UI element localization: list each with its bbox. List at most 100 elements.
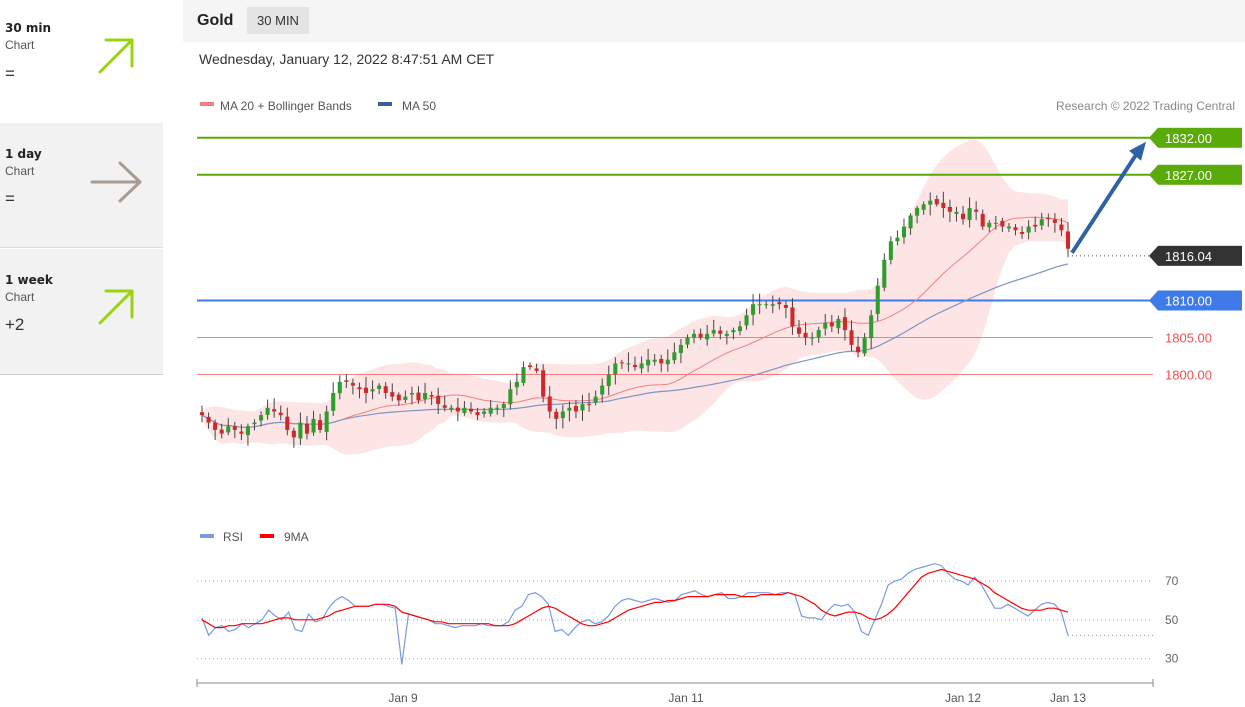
candle: [764, 301, 769, 309]
candle: [337, 375, 342, 400]
x-tick-label: Jan 11: [668, 691, 703, 705]
candle: [508, 380, 513, 410]
candle: [547, 386, 552, 419]
candle: [1065, 222, 1071, 258]
candle: [626, 352, 631, 372]
candle: [298, 412, 303, 445]
candle: [219, 423, 224, 439]
ma9-legend-swatch: [260, 534, 274, 538]
ma50-legend-swatch: [378, 102, 392, 106]
candle: [324, 405, 329, 441]
candle: [731, 327, 736, 340]
timeframe-card-1day[interactable]: 1 day Chart =: [0, 123, 163, 248]
candle: [974, 201, 979, 221]
candle: [882, 253, 887, 292]
timeframe-title: 1 week: [5, 273, 53, 287]
current-price-label: 1816.04: [1165, 249, 1212, 264]
level-label-pointer: [1149, 290, 1158, 311]
arrow-up-right-icon: [98, 38, 134, 74]
candle: [1039, 212, 1044, 230]
candle: [921, 201, 926, 215]
candle: [344, 374, 349, 388]
candle: [724, 330, 729, 345]
candle: [580, 394, 585, 421]
candle: [632, 356, 638, 371]
candle: [1033, 216, 1038, 232]
level-label-pointer: [1149, 164, 1158, 185]
candle: [252, 419, 257, 431]
timeframe-score: =: [5, 64, 15, 83]
candle: [659, 354, 664, 373]
candle: [482, 408, 487, 418]
candle: [291, 427, 296, 448]
candle: [1020, 226, 1025, 239]
candle: [665, 349, 670, 372]
timeframe-subtitle: Chart: [5, 38, 35, 52]
ma50-legend-label: MA 50: [402, 99, 436, 113]
candle: [692, 329, 697, 344]
candle: [915, 205, 920, 224]
candle: [541, 364, 546, 403]
candle: [790, 298, 795, 335]
candle: [396, 392, 401, 406]
arrow-right-icon: [90, 161, 142, 203]
rsi-tick-label: 50: [1165, 613, 1179, 627]
candle: [350, 378, 355, 395]
candle: [1006, 223, 1011, 232]
candle: [239, 424, 244, 441]
level-label: 1827.00: [1165, 168, 1212, 183]
candle: [265, 399, 270, 420]
candle: [363, 376, 369, 404]
candle: [849, 320, 854, 352]
timeframe-card-30min[interactable]: 30 min Chart =: [0, 0, 163, 123]
level-label-bg: [1158, 290, 1242, 311]
candle: [672, 342, 677, 364]
candle: [960, 205, 966, 225]
bollinger-band-area: [202, 139, 1068, 455]
rsi-tick-label: 70: [1165, 574, 1179, 588]
candle: [331, 382, 336, 416]
candle: [1026, 220, 1031, 240]
candle: [383, 382, 388, 399]
candle: [554, 408, 559, 430]
candle: [718, 326, 723, 340]
candle: [429, 391, 434, 406]
candle: [862, 333, 867, 357]
candle: [869, 310, 874, 350]
candle: [777, 297, 782, 310]
timeframe-card-1week[interactable]: 1 week Chart +2: [0, 249, 163, 375]
candle: [304, 416, 310, 440]
current-price-pointer: [1149, 245, 1158, 266]
candle: [501, 401, 506, 418]
projection-arrow: [1070, 150, 1140, 254]
candle: [1000, 217, 1005, 232]
period-badge[interactable]: 30 MIN: [247, 7, 309, 34]
candle: [751, 294, 756, 326]
candle: [757, 293, 762, 315]
level-label-pointer: [1149, 127, 1158, 148]
price-chart[interactable]: MA 20 + Bollinger Bands MA 50 Research ©…: [183, 0, 1245, 707]
candle: [770, 295, 775, 314]
chart-panel: Gold 30 MIN Wednesday, January 12, 2022 …: [183, 0, 1245, 707]
level-label: 1810.00: [1165, 294, 1212, 309]
candle: [318, 413, 323, 433]
arrow-up-right-icon: [98, 289, 134, 325]
candle: [423, 382, 428, 404]
x-tick-label: Jan 13: [1050, 691, 1086, 705]
candle: [1052, 213, 1057, 233]
timeframe-score: =: [5, 189, 15, 208]
candle: [1046, 213, 1051, 227]
rsi-tick-label: 30: [1165, 652, 1179, 666]
candle: [856, 336, 861, 358]
candle: [613, 357, 618, 385]
ma20-legend-label: MA 20 + Bollinger Bands: [220, 99, 352, 113]
candle: [521, 361, 526, 386]
candle: [468, 402, 474, 415]
candle: [370, 380, 375, 400]
candle: [895, 230, 900, 246]
candle: [245, 423, 250, 446]
timeframe-subtitle: Chart: [5, 290, 35, 304]
candle: [678, 338, 683, 364]
candle: [495, 404, 500, 415]
candle: [514, 373, 519, 396]
